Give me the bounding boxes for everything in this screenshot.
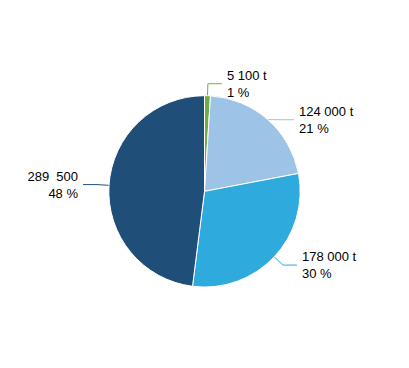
svg-text:30 %: 30 % <box>302 266 332 281</box>
svg-text:178 000 t: 178 000 t <box>302 249 357 264</box>
svg-text:289 500: 289 500 <box>27 169 78 184</box>
svg-text:5 100 t: 5 100 t <box>227 68 267 83</box>
svg-text:21 %: 21 % <box>299 121 329 136</box>
svg-text:48 %: 48 % <box>48 186 78 201</box>
svg-text:1 %: 1 % <box>227 85 250 100</box>
svg-text:124 000 t: 124 000 t <box>299 104 354 119</box>
